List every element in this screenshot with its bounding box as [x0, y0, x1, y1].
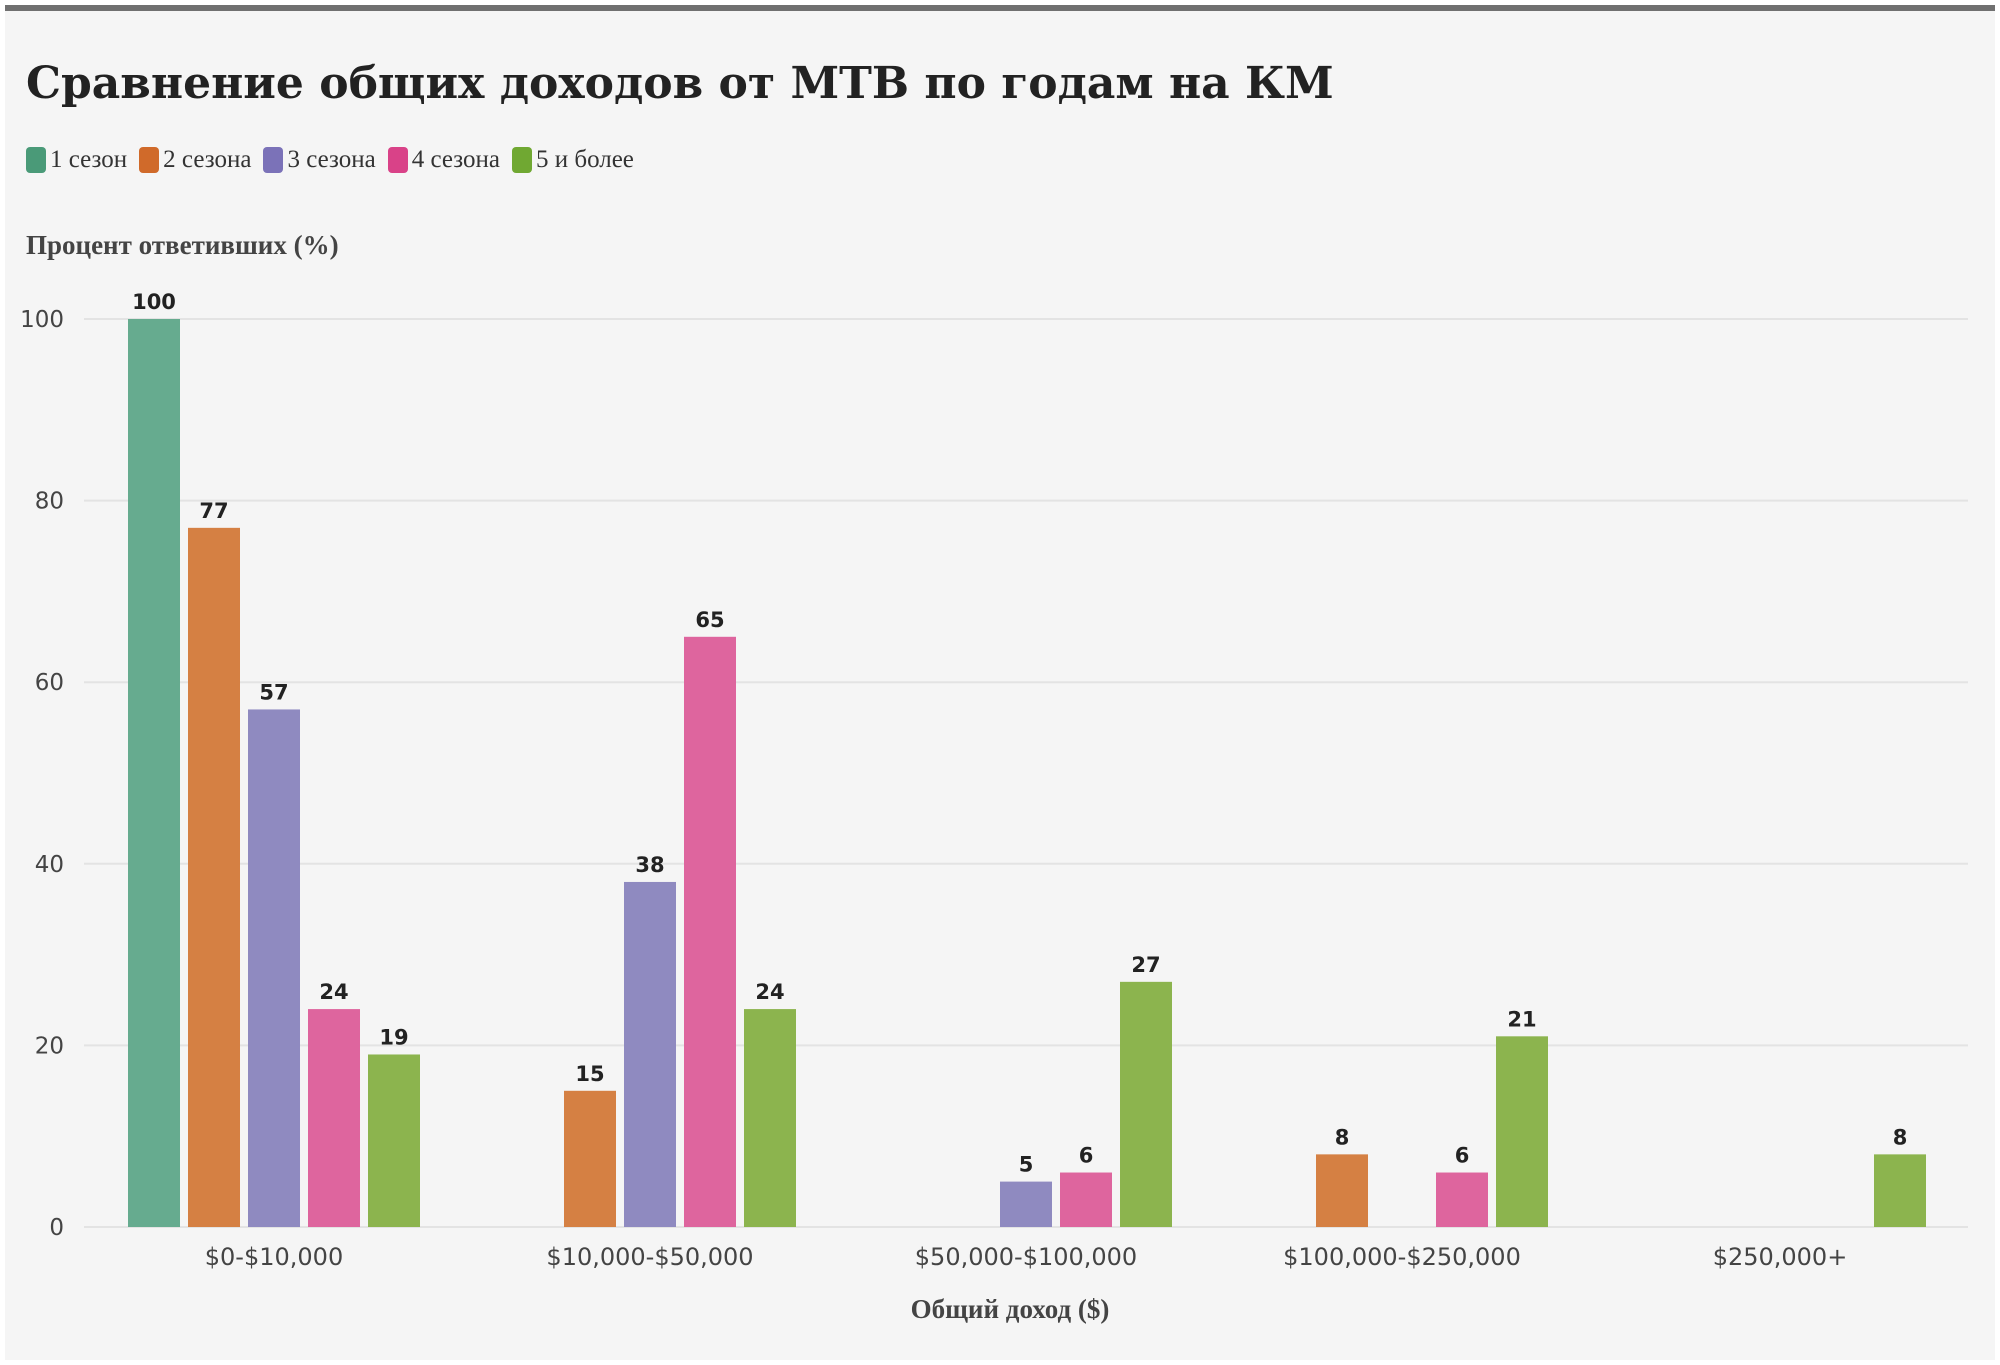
data-label: 5 — [1019, 1153, 1034, 1177]
data-label: 77 — [199, 499, 228, 523]
legend-label: 4 сезона — [411, 146, 500, 173]
y-axis-label: Процент ответивших (%) — [26, 230, 339, 260]
y-tick-label: 100 — [20, 307, 64, 333]
legend-item: 1 сезон — [26, 146, 127, 174]
bar — [684, 636, 736, 1227]
x-tick-label: $50,000-$100,000 — [915, 1243, 1137, 1271]
bar — [1874, 1154, 1926, 1227]
legend-label: 2 сезона — [163, 146, 252, 173]
legend-swatch — [263, 147, 284, 173]
x-tick-label: $250,000+ — [1713, 1243, 1848, 1271]
bar — [564, 1090, 616, 1227]
bar — [1120, 981, 1172, 1227]
legend-item: 5 и более — [511, 146, 634, 174]
legend-item: 3 сезона — [263, 146, 376, 174]
data-label: 65 — [695, 608, 724, 632]
data-label: 19 — [379, 1025, 408, 1049]
x-axis-label: Общий доход ($) — [910, 1294, 1110, 1324]
bar — [624, 881, 676, 1227]
legend-label: 1 сезон — [50, 146, 128, 173]
bar — [1316, 1154, 1368, 1227]
y-tick-label: 80 — [35, 489, 64, 515]
data-label: 27 — [1131, 953, 1160, 977]
bar — [188, 527, 240, 1227]
legend-swatch — [139, 147, 160, 173]
legend-swatch — [387, 147, 408, 173]
data-label: 15 — [575, 1062, 604, 1086]
data-label: 24 — [319, 980, 348, 1004]
x-tick-label: $100,000-$250,000 — [1283, 1243, 1521, 1271]
data-label: 8 — [1893, 1125, 1908, 1149]
data-label: 24 — [755, 980, 784, 1004]
data-label: 8 — [1335, 1125, 1350, 1149]
legend-swatch — [511, 147, 532, 173]
bar — [308, 1009, 360, 1227]
legend-label: 5 и более — [535, 146, 634, 173]
bar — [368, 1054, 420, 1227]
data-label: 6 — [1079, 1144, 1094, 1168]
bar — [1436, 1172, 1488, 1227]
bar — [1060, 1172, 1112, 1227]
bar — [744, 1009, 796, 1227]
data-label: 100 — [132, 290, 176, 314]
x-tick-label: $10,000-$50,000 — [546, 1243, 753, 1271]
legend-item: 2 сезона — [139, 146, 251, 174]
bar — [128, 319, 180, 1227]
chart-title: Сравнение общих доходов от MTB по годам … — [26, 58, 1334, 109]
data-label: 6 — [1455, 1144, 1470, 1168]
data-label: 38 — [635, 853, 664, 877]
y-tick-label: 0 — [49, 1215, 64, 1241]
bar — [1496, 1036, 1548, 1227]
bar — [1000, 1181, 1052, 1227]
data-label: 21 — [1507, 1007, 1536, 1031]
x-tick-label: $0-$10,000 — [205, 1243, 343, 1271]
legend-swatch — [26, 147, 46, 173]
legend-item: 4 сезона — [387, 146, 500, 174]
y-tick-label: 60 — [35, 670, 64, 696]
data-label: 57 — [259, 680, 288, 704]
bar — [248, 709, 300, 1227]
legend-label: 3 сезона — [287, 146, 376, 173]
y-tick-label: 40 — [35, 852, 64, 878]
y-tick-label: 20 — [35, 1033, 64, 1059]
chart-legend: 1 сезон 2 сезона 3 сезона 4 сезона 5 и более — [26, 146, 634, 174]
